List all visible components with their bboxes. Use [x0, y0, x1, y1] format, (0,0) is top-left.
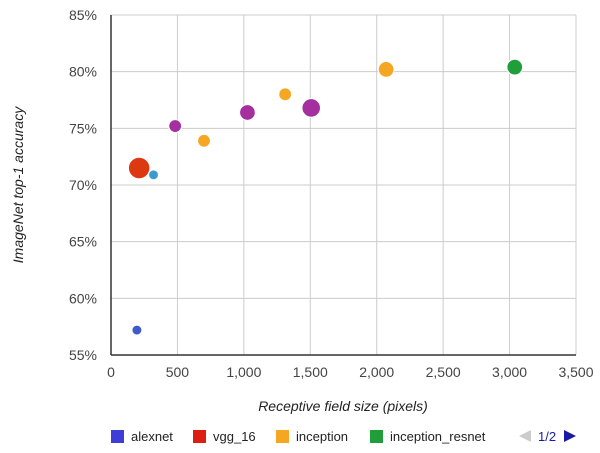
gridlines [111, 14, 577, 355]
legend-swatch [370, 430, 383, 443]
x-tick-label: 3,000 [492, 364, 527, 380]
legend: alexnet vgg_16 inception inception_resnet [111, 429, 486, 444]
data-point[interactable] [377, 60, 395, 78]
prev-page-icon[interactable] [519, 430, 531, 442]
data-point[interactable] [278, 87, 293, 102]
x-tick-label: 3,500 [558, 364, 593, 380]
y-tick-label: 80% [69, 64, 97, 80]
y-tick-label: 60% [69, 290, 97, 306]
y-tick-label: 70% [69, 177, 97, 193]
legend-swatch [276, 430, 289, 443]
legend-pager[interactable]: 1/2 [519, 429, 576, 444]
data-point[interactable] [131, 324, 143, 336]
data-point[interactable] [301, 97, 322, 118]
data-point[interactable] [238, 103, 256, 122]
y-tick-label: 55% [69, 347, 97, 363]
x-tick-label: 500 [166, 364, 190, 380]
x-tick-label: 1,500 [293, 364, 328, 380]
legend-label: vgg_16 [213, 429, 256, 444]
legend-swatch [193, 430, 206, 443]
legend-label: inception [296, 429, 348, 444]
x-tick-labels: 0 500 1,000 1,500 2,000 2,500 3,000 3,500 [107, 364, 594, 380]
data-point[interactable] [147, 169, 160, 181]
data-point[interactable] [127, 156, 151, 180]
data-points [127, 58, 524, 336]
x-tick-label: 2,500 [426, 364, 461, 380]
x-tick-label: 0 [107, 364, 115, 380]
x-tick-label: 2,000 [359, 364, 394, 380]
legend-swatch [111, 430, 124, 443]
y-tick-label: 75% [69, 120, 97, 136]
x-tick-label: 1,000 [226, 364, 261, 380]
pager-text: 1/2 [538, 429, 556, 444]
legend-label: inception_resnet [390, 429, 486, 444]
x-axis-title: Receptive field size (pixels) [258, 398, 428, 414]
y-tick-label: 65% [69, 234, 97, 250]
y-axis-title: ImageNet top-1 accuracy [10, 106, 26, 263]
data-point[interactable] [506, 58, 524, 76]
next-page-icon[interactable] [564, 430, 576, 442]
data-point[interactable] [196, 133, 212, 148]
data-point[interactable] [168, 118, 183, 134]
legend-label: alexnet [131, 429, 173, 444]
y-tick-labels: 55% 60% 65% 70% 75% 80% 85% [69, 7, 97, 363]
y-tick-label: 85% [69, 7, 97, 23]
axes [110, 15, 576, 356]
